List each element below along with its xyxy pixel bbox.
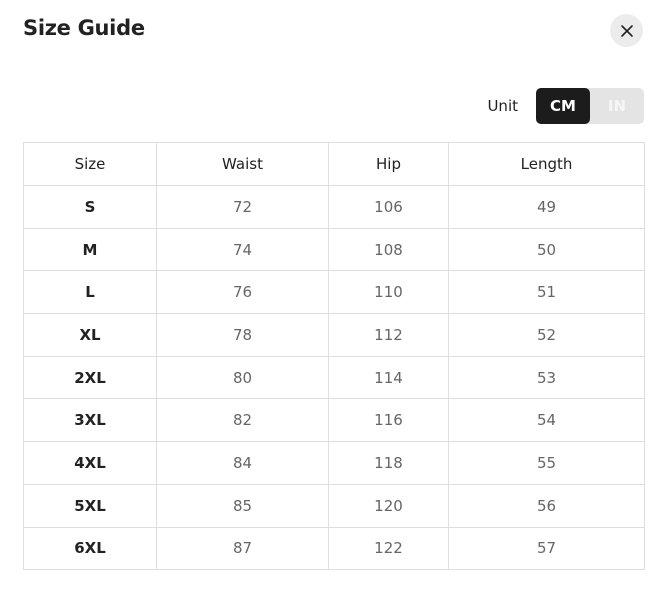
unit-option-in[interactable]: IN [607, 97, 627, 115]
cell-size: M [23, 227, 157, 272]
cell-hip: 110 [328, 270, 449, 315]
cell-waist: 72 [156, 185, 329, 229]
cell-waist: 78 [156, 313, 329, 357]
header-waist: Waist [156, 142, 329, 186]
cell-length: 51 [448, 270, 645, 315]
header-length: Length [448, 142, 645, 186]
cell-waist: 82 [156, 398, 329, 443]
cell-waist: 76 [156, 270, 329, 315]
cell-waist: 85 [156, 483, 329, 528]
size-table: Size Waist Hip Length S 72 106 49 M 74 108 50 L 7… [23, 142, 645, 571]
cell-hip: 120 [328, 483, 449, 528]
header-hip: Hip [328, 142, 449, 186]
table-row: 5XL 85 120 56 [23, 483, 645, 528]
cell-hip: 112 [328, 313, 449, 357]
cell-length: 52 [448, 313, 645, 357]
cell-size: 5XL [23, 483, 157, 528]
cell-size: S [23, 185, 157, 229]
table-row: XL 78 112 52 [23, 313, 645, 357]
table-row: L 76 110 51 [23, 270, 645, 315]
cell-size: 3XL [23, 398, 157, 443]
cell-hip: 114 [328, 355, 449, 400]
table-row: S 72 106 49 [23, 185, 645, 229]
cell-hip: 106 [328, 185, 449, 229]
cell-size: XL [23, 313, 157, 357]
cell-length: 55 [448, 441, 645, 485]
cell-length: 57 [448, 526, 645, 571]
table-row: M 74 108 50 [23, 227, 645, 272]
cell-hip: 116 [328, 398, 449, 443]
cell-length: 54 [448, 398, 645, 443]
header-size: Size [23, 142, 157, 186]
unit-toggle: CM IN [536, 88, 644, 124]
cell-waist: 87 [156, 526, 329, 571]
cell-hip: 118 [328, 441, 449, 485]
table-row: 6XL 87 122 57 [23, 526, 645, 571]
cell-size: 2XL [23, 355, 157, 400]
cell-length: 56 [448, 483, 645, 528]
unit-option-cm[interactable]: CM [536, 88, 590, 124]
cell-size: 4XL [23, 441, 157, 485]
table-row: 3XL 82 116 54 [23, 398, 645, 443]
table-row: 2XL 80 114 53 [23, 355, 645, 400]
dialog-title: Size Guide [23, 16, 145, 40]
cell-waist: 84 [156, 441, 329, 485]
cell-waist: 74 [156, 227, 329, 272]
table-header-row: Size Waist Hip Length [23, 142, 645, 186]
cell-length: 49 [448, 185, 645, 229]
table-row: 4XL 84 118 55 [23, 441, 645, 485]
close-icon [620, 24, 633, 37]
cell-hip: 108 [328, 227, 449, 272]
cell-length: 53 [448, 355, 645, 400]
unit-label: Unit [487, 97, 518, 115]
unit-selector: Unit CM IN [487, 88, 644, 124]
close-button[interactable] [610, 14, 643, 47]
cell-size: L [23, 270, 157, 315]
cell-length: 50 [448, 227, 645, 272]
cell-waist: 80 [156, 355, 329, 400]
cell-size: 6XL [23, 526, 157, 571]
cell-hip: 122 [328, 526, 449, 571]
